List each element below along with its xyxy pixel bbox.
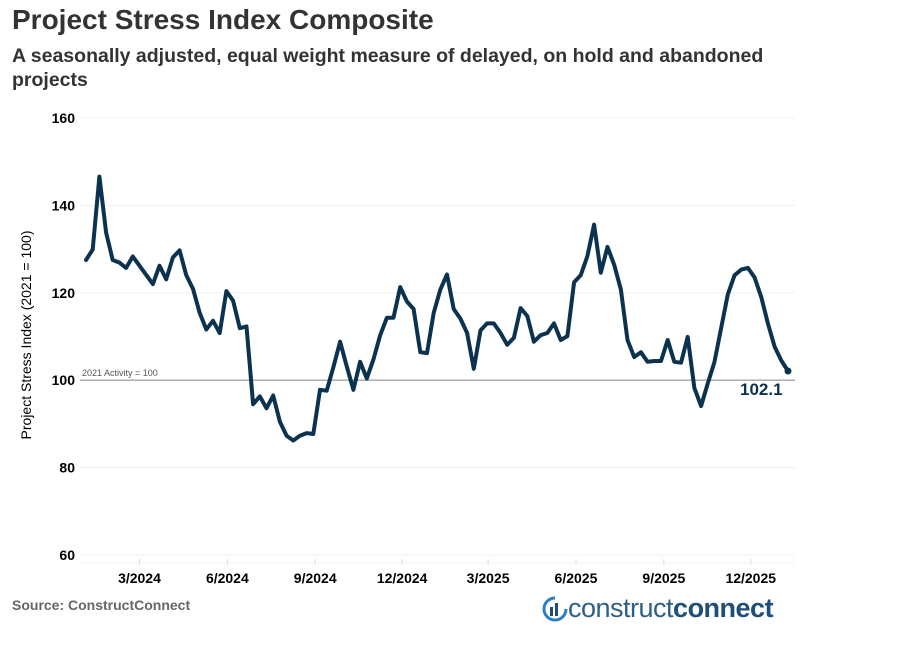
x-tick-label: 12/2024 xyxy=(377,570,428,586)
x-tick-label: 12/2025 xyxy=(725,570,776,586)
logo-text-light: construct xyxy=(568,593,674,623)
data-point xyxy=(784,367,792,375)
x-tick-label: 3/2025 xyxy=(467,570,510,586)
last-value-label: 102.1 xyxy=(740,380,783,399)
y-tick-label: 60 xyxy=(59,547,75,563)
x-tick-label: 6/2025 xyxy=(555,570,598,586)
x-tick-label: 9/2025 xyxy=(642,570,685,586)
y-tick-label: 80 xyxy=(59,460,75,476)
chart-subtitle: A seasonally adjusted, equal weight meas… xyxy=(12,45,764,91)
y-axis-label: Project Stress Index (2021 = 100) xyxy=(18,231,34,440)
series-line xyxy=(84,174,790,443)
y-axis-ticks: 60 80 100 120 140 160 xyxy=(52,110,76,563)
y-tick-label: 160 xyxy=(52,110,76,126)
source-note: Source: ConstructConnect xyxy=(12,597,191,613)
y-tick-label: 140 xyxy=(52,197,76,213)
y-tick-label: 100 xyxy=(52,372,76,388)
x-tick-label: 3/2024 xyxy=(118,570,161,586)
x-axis-ticks: 3/2024 6/2024 9/2024 12/2024 3/2025 6/2025 9/2… xyxy=(118,559,776,586)
reference-line-label: 2021 Activity = 100 xyxy=(82,368,158,378)
chart-title: Project Stress Index Composite xyxy=(12,4,434,35)
y-tick-label: 120 xyxy=(52,285,76,301)
building-logo-icon xyxy=(542,596,568,621)
logo-text-bold: connect xyxy=(673,593,774,623)
x-tick-label: 6/2024 xyxy=(206,570,249,586)
x-tick-label: 9/2024 xyxy=(294,570,337,586)
series-points xyxy=(784,367,792,375)
constructconnect-logo: construct connect xyxy=(542,593,774,624)
